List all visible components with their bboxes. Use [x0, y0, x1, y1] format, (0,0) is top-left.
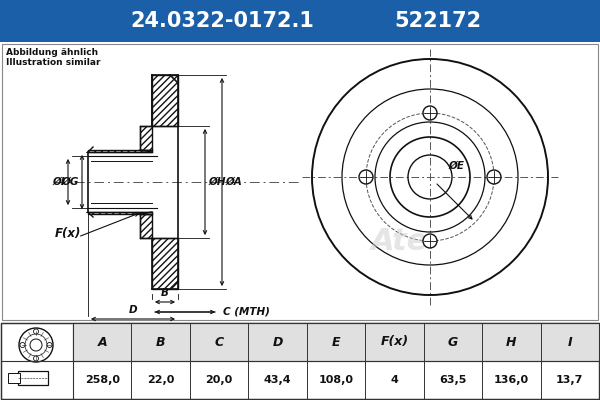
Text: 522172: 522172	[394, 11, 482, 31]
Bar	[152, 75, 178, 126]
Text: ØG: ØG	[62, 177, 79, 187]
Text: ØH: ØH	[208, 177, 226, 187]
Text: 108,0: 108,0	[319, 375, 353, 385]
Text: 24.0322-0172.1: 24.0322-0172.1	[130, 11, 314, 31]
Circle shape	[34, 356, 38, 361]
Bar	[88, 212, 152, 214]
Text: C (MTH): C (MTH)	[223, 307, 270, 317]
Text: 20,0: 20,0	[205, 375, 233, 385]
Bar	[8, 373, 20, 383]
Bar	[140, 214, 152, 238]
Text: B: B	[161, 288, 169, 298]
Text: 63,5: 63,5	[439, 375, 467, 385]
Text: F(x): F(x)	[55, 227, 82, 240]
Text: 258,0: 258,0	[85, 375, 120, 385]
Text: H: H	[506, 336, 517, 348]
Circle shape	[47, 342, 52, 348]
Text: ØI: ØI	[52, 177, 65, 187]
Circle shape	[20, 342, 25, 348]
Text: A: A	[97, 336, 107, 348]
Text: B: B	[156, 336, 166, 348]
Bar	[1, 323, 73, 399]
Text: 13,7: 13,7	[556, 375, 583, 385]
Text: ØE: ØE	[448, 161, 464, 171]
Circle shape	[423, 106, 437, 120]
Text: G: G	[448, 336, 458, 348]
Circle shape	[487, 170, 501, 184]
Text: Illustration similar: Illustration similar	[6, 58, 101, 67]
Text: Ate: Ate	[371, 228, 428, 256]
Circle shape	[34, 329, 38, 334]
Text: 136,0: 136,0	[494, 375, 529, 385]
Text: Abbildung ähnlich: Abbildung ähnlich	[6, 48, 98, 57]
Text: F(x): F(x)	[380, 336, 409, 348]
Text: ØA: ØA	[225, 177, 242, 187]
Circle shape	[423, 234, 437, 248]
Text: D: D	[128, 305, 137, 315]
Text: 4: 4	[391, 375, 398, 385]
Text: E: E	[332, 336, 340, 348]
Text: 22,0: 22,0	[147, 375, 175, 385]
Bar	[140, 126, 152, 150]
Bar	[88, 150, 152, 152]
Text: D: D	[272, 336, 283, 348]
Bar	[73, 323, 599, 361]
Bar	[152, 238, 178, 289]
Text: I: I	[568, 336, 572, 348]
Circle shape	[359, 170, 373, 184]
Bar	[18, 371, 48, 385]
Text: 43,4: 43,4	[264, 375, 292, 385]
Text: C: C	[215, 336, 224, 348]
